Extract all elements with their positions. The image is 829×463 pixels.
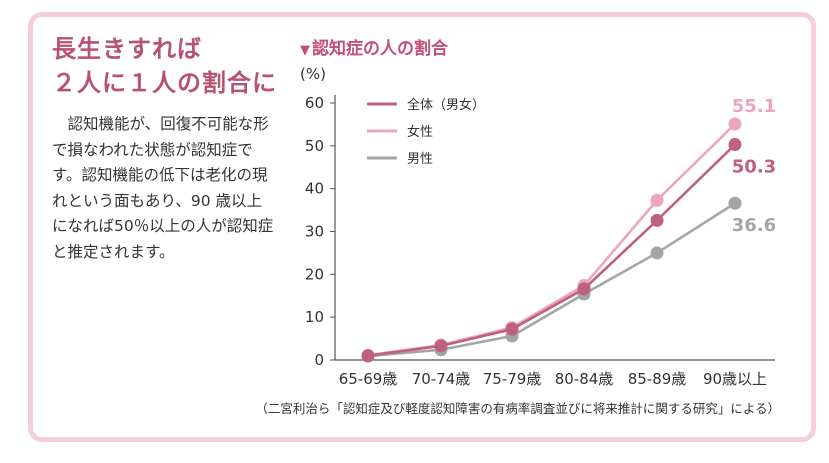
- data-point: [361, 349, 375, 363]
- x-tick-label: 70-74歳: [412, 370, 471, 388]
- legend-label: 女性: [407, 124, 433, 140]
- headline-line-1: 長生きすれば: [52, 35, 202, 63]
- y-tick-label: 20: [305, 265, 324, 283]
- data-point: [650, 213, 664, 227]
- data-point: [650, 246, 664, 260]
- x-tick-label: 90歳以上: [703, 370, 767, 388]
- y-tick-label: 10: [305, 308, 324, 326]
- x-tick-label: 75-79歳: [483, 370, 542, 388]
- data-point: [577, 282, 591, 296]
- data-point: [434, 339, 448, 353]
- x-tick-label: 80-84歳: [555, 370, 614, 388]
- chart-title: ▼ 認知症の人の割合: [300, 34, 448, 59]
- chart-title-text: 認知症の人の割合: [312, 39, 448, 59]
- series-line: [367, 202, 736, 358]
- headline: 長生きすれば ２人に１人の割合に: [52, 32, 277, 100]
- triangle-down-icon: ▼: [300, 43, 310, 58]
- y-tick-label: 50: [305, 137, 324, 155]
- x-tick-label: 85-89歳: [628, 370, 687, 388]
- data-point: [505, 322, 519, 336]
- body-text: 認知機能が、回復不可能な形で損なわれた状態が認知症です。認知機能の低下は老化の現…: [52, 115, 274, 261]
- data-point: [728, 138, 742, 152]
- y-tick-label: 60: [305, 94, 324, 112]
- series-line: [367, 143, 736, 358]
- x-tick-label: 65-69歳: [339, 370, 398, 388]
- y-tick-label: 30: [305, 223, 324, 241]
- data-point: [728, 196, 742, 210]
- legend-label: 男性: [407, 152, 433, 167]
- y-tick-label: 0: [314, 351, 324, 369]
- y-tick-label: 40: [305, 180, 324, 198]
- legend-label: 全体（男女）: [407, 97, 485, 113]
- data-point: [650, 193, 664, 207]
- data-label: 50.3: [732, 157, 776, 178]
- y-axis-unit: (%): [300, 65, 326, 83]
- data-label: 55.1: [732, 96, 776, 117]
- source-note: （二宮利治ら「認知症及び軽度認知障害の有病率調査並びに将来推計に関する研究」によ…: [255, 401, 780, 416]
- data-label: 36.6: [732, 215, 776, 236]
- data-point: [728, 117, 742, 131]
- headline-line-2: ２人に１人の割合に: [52, 69, 277, 97]
- info-card: [28, 12, 816, 442]
